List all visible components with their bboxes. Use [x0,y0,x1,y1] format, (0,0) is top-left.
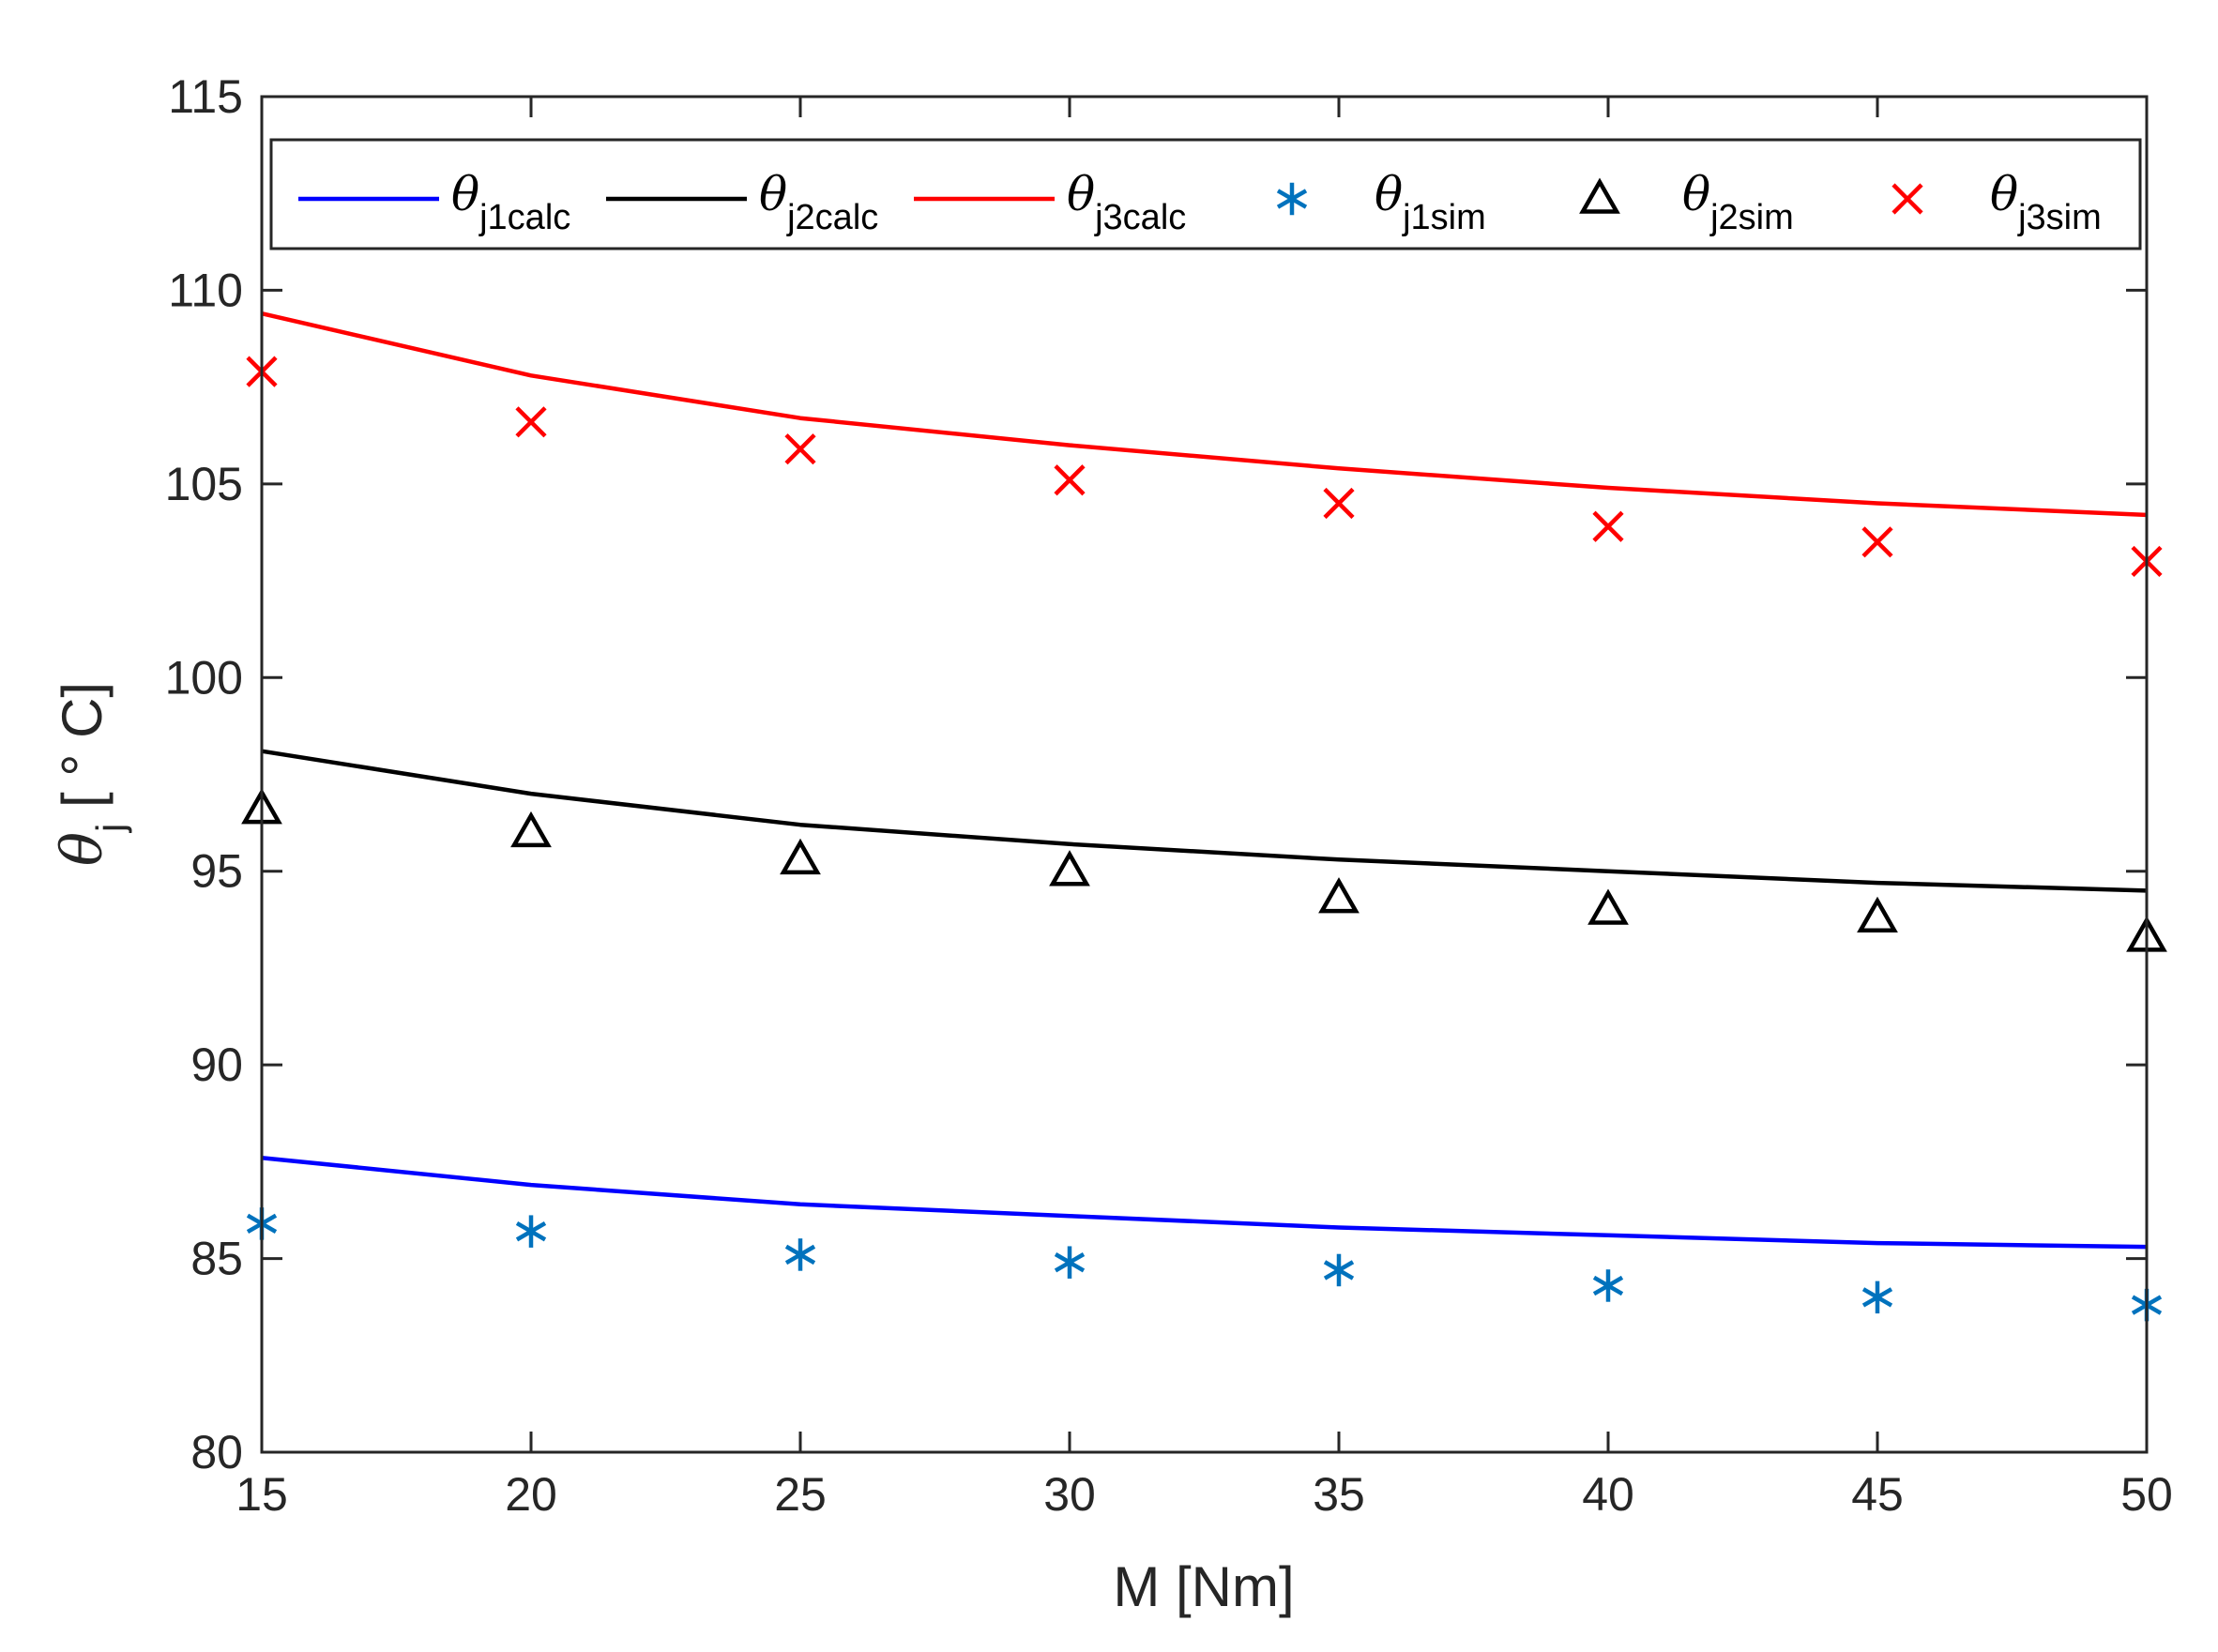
series-line-j1calc [261,1155,2148,1250]
legend-label-j3sim: θj3sim [1990,167,2102,237]
y-axis-label-subscript: j [88,824,132,834]
x-tick-label: 20 [505,1468,557,1521]
series-line-j3calc [261,311,2148,518]
legend-label-subscript: j1sim [1402,198,1486,237]
series-line-j2calc [261,749,2148,893]
legend-label-j1sim: θj1sim [1375,167,1486,237]
legend-label-symbol: θ [1375,167,1403,221]
legend-label-j3calc: θj3calc [1067,167,1186,237]
y-tick-label: 100 [165,651,243,704]
point-j1sim-35 [1323,1253,1355,1287]
point-j2sim-30 [1049,850,1090,887]
x-tick-label: 30 [1043,1468,1096,1521]
y-tick-label: 90 [190,1038,243,1091]
y-tick-label: 110 [168,264,243,316]
legend-item-j1sim: θj1sim [1276,167,1486,237]
point-j3sim-35 [1323,487,1355,520]
y-tick-label: 80 [190,1426,243,1478]
legend: θj1calc θj2calc θj3calc θj1sim θj2sim θj3sim [269,138,2142,250]
axes-box [260,95,2149,1454]
legend-items: θj1calc θj2calc θj3calc θj1sim θj2sim θj3sim [298,167,2102,237]
legend-label-j2calc: θj2calc [759,167,878,237]
y-tick-label: 85 [190,1233,243,1285]
point-j1sim-40 [1592,1269,1624,1302]
y-tick-label: 105 [165,458,243,510]
legend-item-j2calc: θj2calc [606,167,878,237]
legend-swatch-j2sim [1579,177,1620,214]
legend-label-subscript: j3calc [1094,198,1186,237]
point-j2sim-45 [1857,896,1898,933]
legend-label-subscript: j2sim [1709,198,1794,237]
y-axis-label: θj [ ° C] [50,682,132,866]
legend-label-subscript: j3sim [2017,198,2102,237]
legend-label-symbol: θ [1682,167,1710,221]
point-j3sim-25 [784,433,816,465]
point-j2sim-35 [1318,877,1360,914]
x-tick-label: 45 [1851,1468,1904,1521]
point-j3sim-40 [1592,510,1624,542]
legend-label-j1calc: θj1calc [451,167,570,237]
point-j1sim-20 [515,1215,547,1248]
x-tick-label: 50 [2120,1468,2173,1521]
point-j3sim-45 [1861,526,1893,558]
legend-item-j3sim: θj3sim [1891,167,2102,237]
legend-swatch-j3sim [1891,183,1923,215]
x-tick-label: 15 [235,1468,288,1521]
legend-label-j2sim: θj2sim [1682,167,1794,237]
y-axis-label-symbol: θ [50,832,115,866]
point-j2sim-20 [510,811,552,848]
x-tick-label: 25 [774,1468,827,1521]
x-tick-label: 40 [1582,1468,1634,1521]
legend-label-symbol: θ [1067,167,1095,221]
legend-item-j1calc: θj1calc [298,167,570,237]
y-tick-label: 115 [168,70,243,123]
y-axis-label-unit: [ ° C] [51,682,114,824]
legend-label-symbol: θ [1990,167,2018,221]
legend-item-j2sim: θj2sim [1579,167,1794,237]
legend-label-symbol: θ [759,167,787,221]
point-j1sim-30 [1054,1246,1086,1279]
point-j3sim-20 [515,406,547,438]
legend-box [269,138,2142,250]
y-tick-label: 95 [190,845,243,898]
x-axis-label: M [Nm] [1113,1555,1294,1618]
legend-swatch-j1sim [1276,182,1308,216]
legend-label-subscript: j2calc [786,198,878,237]
plot-area [241,311,2167,1322]
point-j3sim-30 [1054,464,1086,496]
point-j2sim-25 [780,838,821,875]
point-j1sim-45 [1861,1281,1893,1314]
point-j2sim-40 [1588,888,1629,925]
x-tick-label: 35 [1313,1468,1365,1521]
legend-item-j3calc: θj3calc [914,167,1186,237]
legend-label-subscript: j1calc [479,198,570,237]
legend-label-symbol: θ [451,167,479,221]
point-j1sim-25 [784,1238,816,1271]
axis-ticks: 15 20 25 30 35 40 45 50 80 85 90 95 100 105 110 115 [165,70,2173,1521]
